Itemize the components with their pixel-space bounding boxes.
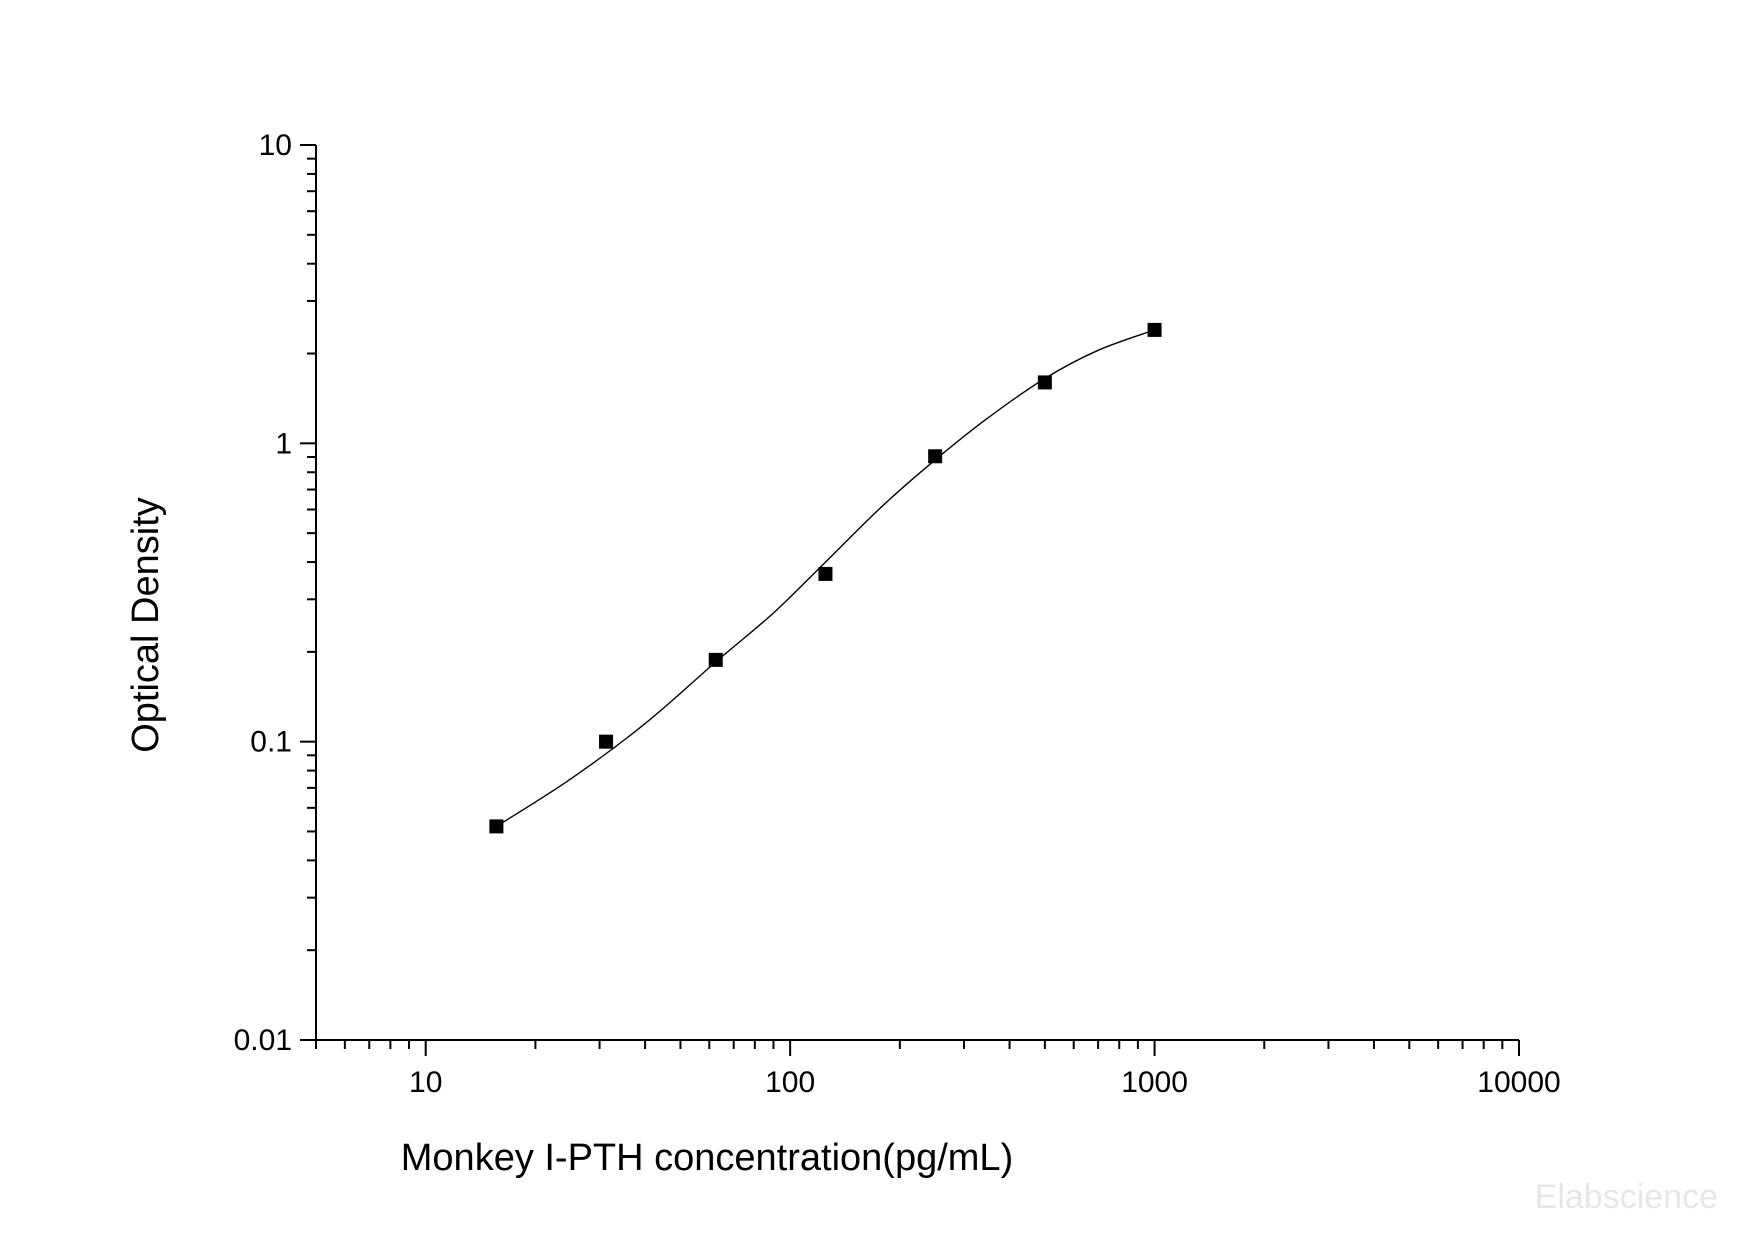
data-point [928,449,943,464]
data-point [599,734,614,749]
x-tick-label: 10 [409,1066,442,1099]
x-tick-label: 100 [765,1066,815,1099]
x-tick-label: 1000 [1121,1066,1188,1099]
x-axis-title: Monkey I-PTH concentration(pg/mL) [401,1137,1013,1179]
data-point [1037,375,1052,390]
y-tick-label: 0.1 [250,726,292,759]
axes [315,145,1519,1041]
y-tick-label: 10 [259,129,292,162]
data-point [818,566,833,581]
data-points-layer [489,322,1162,834]
y-tick-label: 1 [275,427,292,460]
y-tick-label: 0.01 [234,1024,292,1057]
x-axis-ticks: 10 100 1000 10000 [315,1040,1561,1099]
y-axis-title: Optical Density [125,497,167,753]
y-axis-ticks: 0.01 0.1 1 10 [234,129,316,1057]
data-point [708,652,723,667]
data-point [489,819,504,834]
watermark-logo: Elabscience [1535,1178,1718,1216]
data-point [1147,322,1162,337]
x-tick-label: 10000 [1477,1066,1560,1099]
